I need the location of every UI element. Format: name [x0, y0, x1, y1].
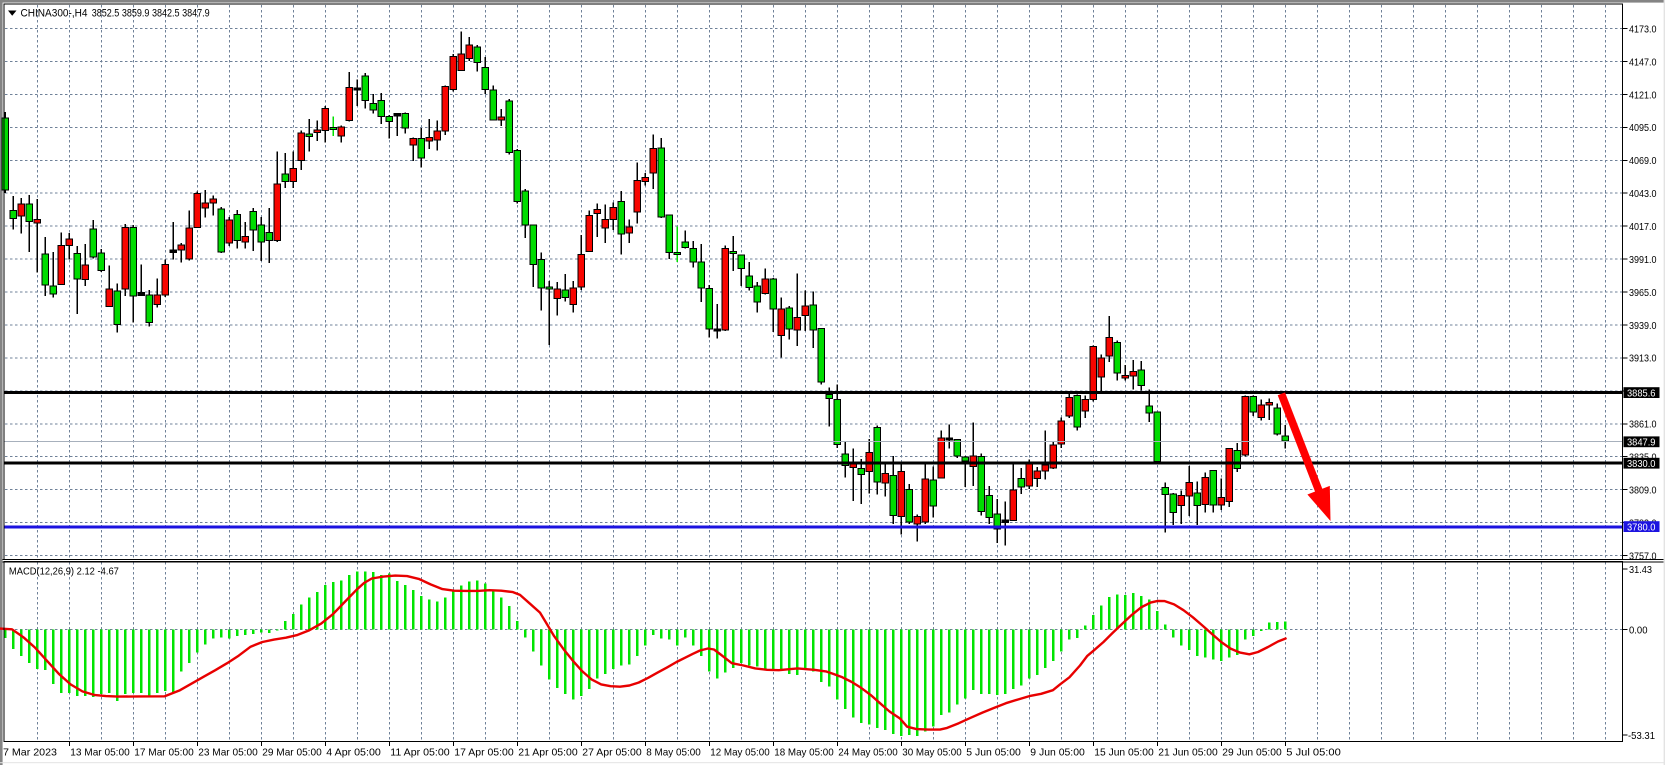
svg-text:3965.0: 3965.0 — [1629, 287, 1657, 299]
svg-text:23 Mar 05:00: 23 Mar 05:00 — [198, 746, 258, 758]
svg-text:4147.0: 4147.0 — [1629, 56, 1657, 68]
svg-text:CHINA300-,H4: CHINA300-,H4 — [21, 8, 88, 20]
svg-text:29 Jun 05:00: 29 Jun 05:00 — [1222, 746, 1282, 758]
svg-text:0.00: 0.00 — [1629, 624, 1648, 636]
svg-text:31.43: 31.43 — [1629, 564, 1652, 576]
svg-text:30 May 05:00: 30 May 05:00 — [902, 746, 962, 758]
svg-text:3861.0: 3861.0 — [1629, 419, 1657, 431]
svg-text:3757.0: 3757.0 — [1629, 550, 1657, 562]
svg-text:3847.9: 3847.9 — [1627, 437, 1656, 449]
svg-text:27 Apr 05:00: 27 Apr 05:00 — [582, 746, 642, 758]
svg-text:4017.0: 4017.0 — [1629, 221, 1657, 233]
svg-text:17 Apr 05:00: 17 Apr 05:00 — [454, 746, 514, 758]
svg-text:4069.0: 4069.0 — [1629, 155, 1657, 167]
svg-text:5 Jun 05:00: 5 Jun 05:00 — [966, 746, 1021, 758]
svg-text:3852.5 3859.9 3842.5 3847.9: 3852.5 3859.9 3842.5 3847.9 — [92, 8, 210, 20]
svg-text:-53.31: -53.31 — [1628, 730, 1655, 742]
svg-text:3939.0: 3939.0 — [1629, 320, 1657, 332]
svg-text:3913.0: 3913.0 — [1629, 353, 1657, 365]
svg-text:4 Apr 05:00: 4 Apr 05:00 — [326, 746, 381, 758]
svg-text:29 Mar 05:00: 29 Mar 05:00 — [262, 746, 322, 758]
svg-text:3991.0: 3991.0 — [1629, 254, 1657, 266]
svg-text:4173.0: 4173.0 — [1629, 23, 1657, 35]
svg-text:17 Mar 05:00: 17 Mar 05:00 — [134, 746, 194, 758]
svg-text:3780.0: 3780.0 — [1627, 522, 1656, 534]
svg-text:11 Apr 05:00: 11 Apr 05:00 — [390, 746, 450, 758]
svg-text:12 May 05:00: 12 May 05:00 — [710, 746, 770, 758]
svg-text:7 Mar 2023: 7 Mar 2023 — [3, 746, 57, 758]
svg-text:5 Jul 05:00: 5 Jul 05:00 — [1286, 746, 1341, 758]
svg-text:4043.0: 4043.0 — [1629, 188, 1657, 200]
svg-text:4095.0: 4095.0 — [1629, 122, 1657, 134]
svg-text:MACD(12,26,9) 2.12 -4.67: MACD(12,26,9) 2.12 -4.67 — [9, 566, 119, 578]
svg-text:21 Jun 05:00: 21 Jun 05:00 — [1158, 746, 1218, 758]
svg-text:18 May 05:00: 18 May 05:00 — [774, 746, 834, 758]
svg-text:24 May 05:00: 24 May 05:00 — [838, 746, 898, 758]
svg-text:4121.0: 4121.0 — [1629, 89, 1657, 101]
svg-text:8 May 05:00: 8 May 05:00 — [646, 746, 701, 758]
svg-text:9 Jun 05:00: 9 Jun 05:00 — [1030, 746, 1085, 758]
svg-text:13 Mar 05:00: 13 Mar 05:00 — [70, 746, 130, 758]
svg-text:3830.0: 3830.0 — [1627, 458, 1656, 470]
svg-text:21 Apr 05:00: 21 Apr 05:00 — [518, 746, 578, 758]
svg-text:3885.6: 3885.6 — [1627, 388, 1656, 400]
svg-text:15 Jun 05:00: 15 Jun 05:00 — [1094, 746, 1154, 758]
svg-text:3809.0: 3809.0 — [1629, 484, 1657, 496]
